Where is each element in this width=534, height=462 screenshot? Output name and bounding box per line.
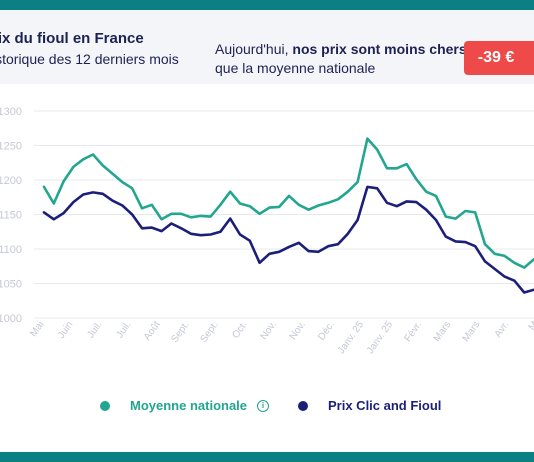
x-tick-label: Mars	[461, 319, 483, 344]
x-tick-label: Avr.	[493, 319, 512, 339]
price-comparison-bold: nos prix sont moins chers	[292, 41, 467, 57]
chart-legend: Moyenne nationale i Prix Clic and Fioul	[0, 398, 534, 422]
y-axis-ticks: 1000 1050 1100 1150 1200 1250 1300	[0, 106, 22, 325]
info-circle-icon[interactable]: i	[257, 399, 270, 412]
x-tick-label: Nov.	[259, 319, 279, 342]
x-tick-label: Août	[142, 319, 163, 342]
x-tick-label: Oct.	[230, 319, 250, 340]
price-history-chart: 1000 1050 1100 1150 1200 1250 1300 Mai Juin Juil…	[0, 106, 534, 356]
header-panel: rix du fioul en France istorique des 12 …	[0, 10, 534, 84]
x-tick-label: Juil.	[85, 319, 104, 340]
y-tick-label: 1150	[0, 210, 22, 222]
legend-label-national: Moyenne nationale	[130, 398, 248, 413]
x-tick-label: Juil.	[114, 319, 133, 340]
x-tick-label: Nov.	[288, 319, 308, 342]
page-title: rix du fioul en France	[0, 30, 144, 47]
x-tick-label: M	[527, 319, 534, 332]
price-comparison-text: Aujourd'hui, nos prix sont moins chers	[215, 41, 467, 57]
y-tick-label: 1200	[0, 175, 22, 187]
y-tick-label: 1100	[0, 244, 22, 256]
x-axis-ticks: Mai Juin Juil. Juil. Août Sept. Sept. Oct. Nov. N…	[28, 319, 534, 356]
legend-dot-clic	[298, 400, 308, 411]
legend-label-clic: Prix Clic and Fioul	[328, 398, 442, 413]
top-accent-bar	[0, 0, 534, 10]
x-tick-label: Janv. 25	[336, 319, 367, 356]
savings-badge: -39 €	[464, 41, 534, 75]
legend-item-clic[interactable]: Prix Clic and Fioul	[298, 398, 441, 413]
x-tick-label: Déc.	[316, 319, 337, 342]
x-tick-label: Sept.	[198, 319, 220, 344]
x-tick-label: Juin	[56, 319, 76, 340]
chart-series	[42, 137, 534, 294]
x-tick-label: Sept.	[169, 319, 191, 344]
y-tick-label: 1250	[0, 141, 22, 153]
y-tick-label: 1300	[0, 106, 22, 118]
series-line-national	[42, 137, 534, 269]
y-tick-label: 1050	[0, 279, 22, 291]
series-line-clic	[42, 185, 534, 294]
x-tick-label: Mai	[28, 319, 46, 339]
x-tick-label: Janv. 25	[365, 319, 396, 356]
x-tick-label: Mars	[432, 319, 454, 344]
legend-item-national[interactable]: Moyenne nationale i	[100, 398, 270, 413]
legend-dot-national	[100, 400, 110, 411]
bottom-accent-bar	[0, 452, 534, 462]
page-subtitle: istorique des 12 derniers mois	[0, 51, 179, 67]
x-tick-label: Févr.	[402, 319, 424, 344]
price-comparison-line2: que la moyenne nationale	[215, 60, 376, 76]
price-comparison-prefix: Aujourd'hui,	[215, 41, 293, 57]
y-tick-label: 1000	[0, 313, 22, 325]
